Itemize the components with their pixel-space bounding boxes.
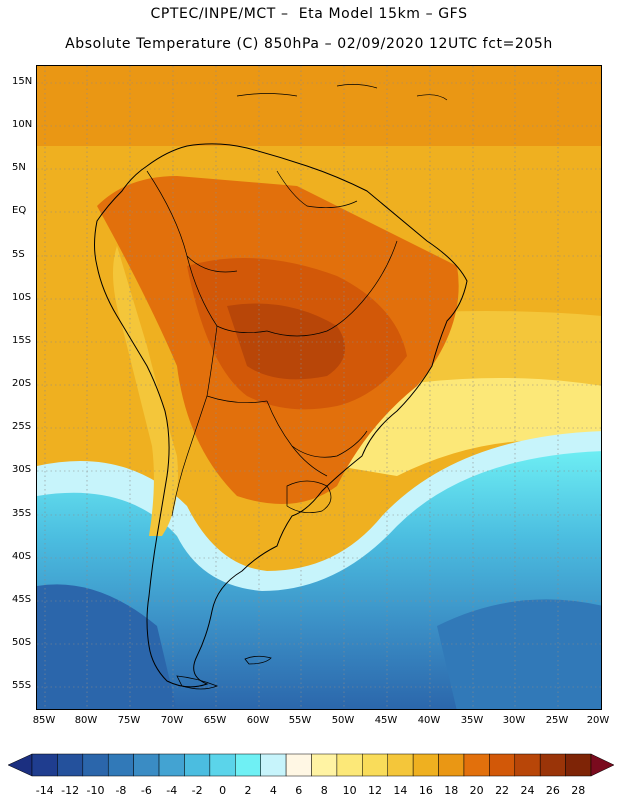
caribbean-islands <box>236 84 448 101</box>
colorbar-swatch <box>514 753 541 777</box>
map-title-line2: Absolute Temperature (C) 850hPa – 02/09/… <box>65 36 553 52</box>
lat-label: 30S <box>12 464 32 475</box>
colorbar-tick-label: -14 <box>35 784 54 797</box>
lon-label: 35W <box>460 715 484 726</box>
colorbar-tick-label: -10 <box>86 784 105 797</box>
lat-label: 15S <box>12 335 32 346</box>
map-title-line1: CPTEC/INPE/MCT – Eta Model 15km – GFS <box>150 6 468 22</box>
colorbar-tick-label: -8 <box>115 784 127 797</box>
lon-label: 40W <box>417 715 441 726</box>
colorbar-swatch <box>412 753 439 777</box>
colorbar-swatch <box>285 753 312 777</box>
tierra-del-fuego <box>176 675 219 690</box>
colorbar-tick-label: 14 <box>393 784 408 797</box>
colorbar-swatch <box>438 753 465 777</box>
colorbar-tick-label: 22 <box>495 784 510 797</box>
lat-label: 10S <box>12 292 32 303</box>
lon-label: 20W <box>586 715 610 726</box>
falklands-island <box>244 655 272 665</box>
lat-label: 40S <box>12 551 32 562</box>
lon-label: 65W <box>203 715 227 726</box>
country-borders <box>146 170 398 517</box>
colorbar-swatch <box>539 753 566 777</box>
colorbar-swatch <box>158 753 185 777</box>
lat-label: 55S <box>12 680 32 691</box>
colorbar-tick-label: 2 <box>244 784 252 797</box>
colorbar-swatch <box>387 753 414 777</box>
colorbar-swatch <box>336 753 363 777</box>
lon-label: 25W <box>545 715 569 726</box>
lat-label: 25S <box>12 421 32 432</box>
lat-label: 15N <box>12 76 33 87</box>
lat-label: 35S <box>12 508 32 519</box>
colorbar-tick-label: 28 <box>571 784 586 797</box>
lon-label: 85W <box>32 715 56 726</box>
colorbar-swatch <box>31 753 58 777</box>
temperature-colorbar <box>7 753 615 777</box>
colorbar-tick-label: -2 <box>191 784 203 797</box>
colorbar-swatch <box>362 753 388 777</box>
colorbar-tick-label: 6 <box>295 784 303 797</box>
lon-label: 55W <box>288 715 312 726</box>
colorbar-tick-label: 12 <box>368 784 383 797</box>
colorbar-tick-label: -6 <box>140 784 152 797</box>
field-atlantic-yellow <box>337 378 601 476</box>
colorbar-high-arrow <box>590 753 615 777</box>
field-deep-cold-east <box>437 599 601 709</box>
colorbar-tick-label: 18 <box>444 784 459 797</box>
colorbar-swatch <box>463 753 490 777</box>
colorbar-swatch <box>260 753 287 777</box>
colorbar-tick-label: 0 <box>219 784 227 797</box>
lat-label: 45S <box>12 594 32 605</box>
field-deep-cold <box>37 584 177 709</box>
colorbar-swatch <box>57 753 84 777</box>
colorbar-tick-label: -12 <box>61 784 80 797</box>
lat-label: 50S <box>12 637 32 648</box>
colorbar-tick-label: 26 <box>545 784 560 797</box>
colorbar-tick-label: 8 <box>320 784 328 797</box>
colorbar-swatch <box>107 753 134 777</box>
colorbar-swatch <box>565 753 592 777</box>
lon-label: 30W <box>502 715 526 726</box>
lon-label: 60W <box>246 715 270 726</box>
colorbar-tick-label: 4 <box>269 784 277 797</box>
lon-label: 70W <box>160 715 184 726</box>
colorbar-tick-label: 16 <box>418 784 433 797</box>
colorbar-low-arrow <box>7 753 33 777</box>
lat-label: 5N <box>12 162 26 173</box>
lat-label: EQ <box>12 205 27 216</box>
temperature-map <box>36 65 602 710</box>
colorbar-swatch <box>133 753 160 777</box>
lon-label: 50W <box>331 715 355 726</box>
field-tropical-north <box>37 66 601 146</box>
colorbar-tick-label: 24 <box>520 784 535 797</box>
lat-label: 5S <box>12 249 25 260</box>
field-continent-hottest <box>227 303 345 380</box>
lon-label: 80W <box>74 715 98 726</box>
colorbar-swatch <box>235 753 261 777</box>
colorbar-tick-label: -4 <box>166 784 178 797</box>
lon-label: 75W <box>117 715 141 726</box>
lat-label: 20S <box>12 378 32 389</box>
lat-label: 10N <box>12 119 33 130</box>
field-andes-cool <box>113 246 178 536</box>
lon-label: 45W <box>374 715 398 726</box>
colorbar-swatch <box>184 753 211 777</box>
colorbar-swatch <box>82 753 109 777</box>
colorbar-tick-label: 20 <box>469 784 484 797</box>
colorbar-swatch <box>311 753 338 777</box>
colorbar-tick-label: 10 <box>342 784 357 797</box>
colorbar-swatch <box>209 753 236 777</box>
colorbar-swatch <box>489 753 516 777</box>
south-america-coastline <box>94 143 468 688</box>
